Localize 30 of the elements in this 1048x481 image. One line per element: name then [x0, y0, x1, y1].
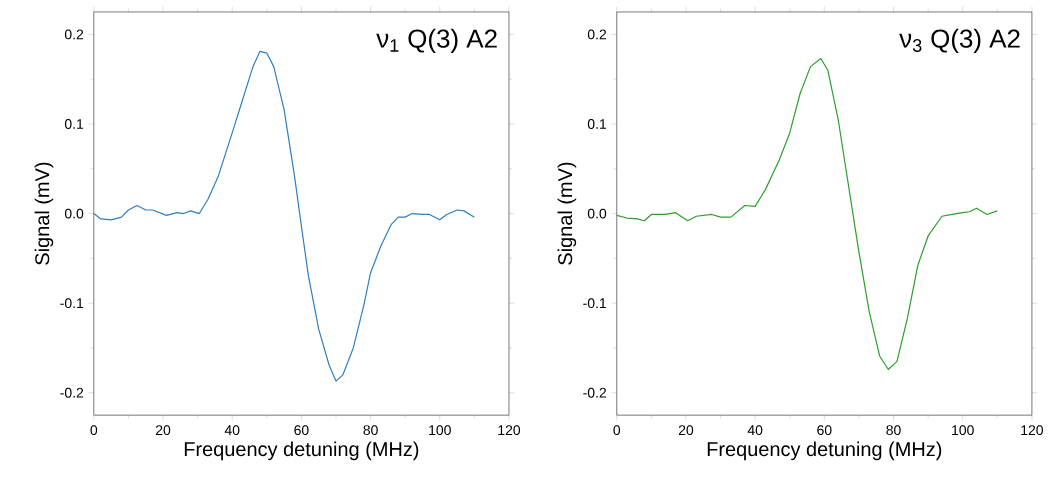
y-tick-label: -0.1 — [583, 298, 607, 309]
x-tick-label: 0 — [613, 425, 621, 436]
x-tick-label: 100 — [952, 425, 974, 436]
y-tick-label: -0.2 — [583, 387, 607, 398]
annotation: ν$_{3}$ Q(3) A2 — [899, 28, 1020, 53]
y-tick-label: 0.2 — [587, 29, 607, 40]
x-axis-title: Frequency detuning (MHz) — [184, 441, 419, 461]
x-tick-label: 100 — [429, 425, 451, 436]
x-tick-label: 80 — [363, 425, 378, 436]
y-tick-label: 0.1 — [587, 119, 607, 129]
x-tick-label: 40 — [747, 425, 763, 436]
y-axis-title: Signal (mV) — [34, 162, 54, 265]
x-tick-label: 20 — [678, 425, 694, 436]
y-tick-label: -0.2 — [60, 387, 84, 398]
y-tick-label: 0.0 — [587, 208, 607, 219]
x-tick-label: 20 — [155, 425, 171, 436]
annotation: ν$_{1}$ Q(3) A2 — [376, 28, 497, 53]
x-tick-label: 60 — [294, 425, 309, 436]
x-tick-label: 60 — [817, 425, 832, 436]
x-tick-label: 120 — [498, 425, 521, 436]
x-tick-label: 40 — [224, 425, 240, 436]
y-tick-label: 0.2 — [64, 29, 84, 40]
x-tick-label: 120 — [1021, 425, 1044, 436]
y-tick-label: -0.1 — [60, 298, 84, 309]
y-tick-label: 0.0 — [64, 208, 84, 219]
x-tick-label: 0 — [90, 425, 98, 436]
x-axis-title: Frequency detuning (MHz) — [707, 441, 942, 461]
y-tick-label: 0.1 — [64, 119, 84, 129]
x-tick-label: 80 — [886, 425, 901, 436]
y-axis-title: Signal (mV) — [557, 162, 577, 265]
